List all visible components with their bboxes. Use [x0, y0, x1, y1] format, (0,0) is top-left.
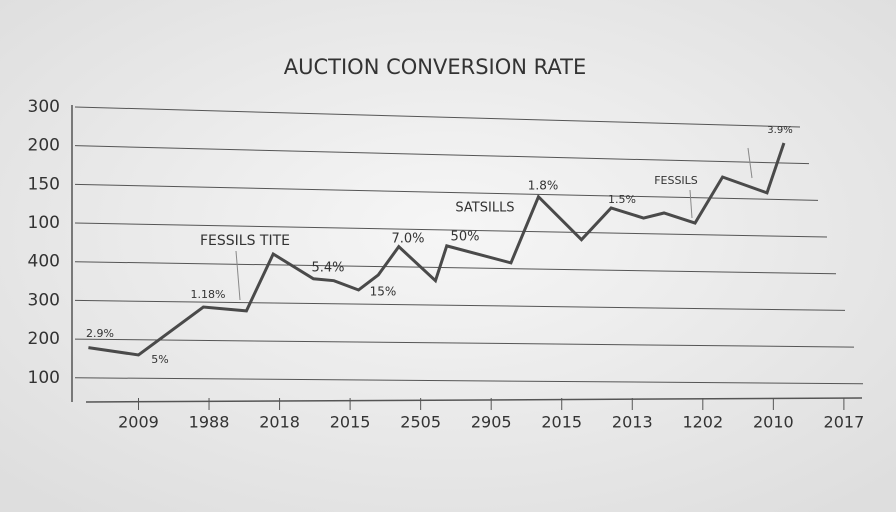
y-tick-label: 200 [28, 329, 60, 349]
x-tick-label: 2010 [753, 413, 794, 432]
y-tick-label: 200 [28, 136, 60, 156]
x-tick-label: 2015 [541, 413, 582, 432]
x-axis [85, 397, 863, 403]
y-tick-label: 150 [28, 174, 60, 194]
line-series [88, 142, 786, 357]
y-tick-label: 100 [28, 368, 60, 388]
grid-line [74, 183, 819, 201]
x-tick-label: 2905 [471, 413, 512, 432]
annotation: SATSILLS [455, 201, 514, 216]
annotation: 50% [451, 230, 480, 245]
grid-line [74, 377, 864, 385]
x-tick-label: 1988 [189, 413, 230, 432]
annotation: 3.9% [767, 125, 792, 136]
annotation-leader [689, 189, 693, 219]
y-tick-label: 300 [28, 97, 60, 117]
annotation: 5.4% [311, 261, 344, 276]
annotation: 7.0% [391, 232, 424, 247]
x-tick-label: 2013 [612, 413, 653, 432]
grid-line [74, 145, 810, 165]
annotation: 1.18% [191, 288, 226, 301]
annotation: FESSILS [654, 174, 698, 187]
x-tick-label: 2015 [330, 413, 371, 432]
x-tick-label: 2018 [259, 413, 300, 432]
annotation-leader [747, 147, 753, 179]
annotation: FESSILS TITE [200, 233, 290, 249]
annotation: 15% [370, 285, 397, 299]
y-tick-label: 300 [28, 290, 60, 310]
annotation-leader [235, 250, 241, 301]
chart-title: AUCTION CONVERSION RATE [284, 55, 586, 79]
y-tick-label: 400 [28, 252, 60, 272]
annotation: 5% [151, 353, 168, 366]
annotation: 1.8% [528, 179, 559, 193]
grid-line [74, 222, 828, 238]
x-tick-label: 2009 [118, 413, 159, 432]
grid-line [74, 338, 855, 348]
x-tick-label: 2017 [824, 413, 865, 432]
x-tick-label: 2505 [400, 413, 441, 432]
grid-line [74, 261, 837, 275]
annotation: 2.9% [86, 327, 114, 340]
grid-line [74, 299, 846, 311]
y-tick-label: 100 [28, 213, 60, 233]
annotation: 1.5% [608, 193, 636, 206]
grid-line [74, 106, 801, 128]
x-tick-label: 1202 [682, 413, 723, 432]
